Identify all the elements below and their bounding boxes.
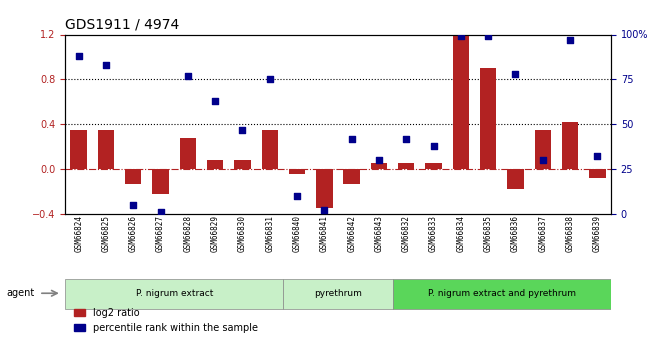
Text: GSM66838: GSM66838 — [566, 215, 575, 252]
Point — [456, 33, 466, 39]
FancyBboxPatch shape — [283, 279, 393, 309]
Text: GSM66828: GSM66828 — [183, 215, 192, 252]
Bar — [562, 122, 578, 169]
Text: P. nigrum extract and pyrethrum: P. nigrum extract and pyrethrum — [428, 289, 576, 298]
Point — [592, 154, 603, 159]
Point — [374, 157, 384, 163]
Bar — [398, 164, 415, 169]
Bar — [343, 169, 360, 184]
Text: GSM66825: GSM66825 — [101, 215, 111, 252]
FancyBboxPatch shape — [393, 279, 611, 309]
Text: GSM66829: GSM66829 — [211, 215, 220, 252]
Text: GSM66835: GSM66835 — [484, 215, 493, 252]
Point — [319, 208, 330, 213]
Text: pyrethrum: pyrethrum — [314, 289, 362, 298]
Point — [483, 33, 493, 39]
Text: GSM66833: GSM66833 — [429, 215, 438, 252]
Text: GSM66841: GSM66841 — [320, 215, 329, 252]
Point — [265, 77, 275, 82]
Point — [346, 136, 357, 141]
Text: agent: agent — [6, 288, 34, 298]
Text: GSM66840: GSM66840 — [292, 215, 302, 252]
Bar — [507, 169, 524, 189]
Bar — [316, 169, 333, 208]
Point — [183, 73, 193, 79]
Point — [510, 71, 521, 77]
Text: GSM66837: GSM66837 — [538, 215, 547, 252]
Bar — [370, 164, 387, 169]
Text: GSM66839: GSM66839 — [593, 215, 602, 252]
Text: GSM66832: GSM66832 — [402, 215, 411, 252]
Text: GSM66843: GSM66843 — [374, 215, 384, 252]
Point — [210, 98, 220, 104]
Bar — [152, 169, 169, 194]
Text: GSM66830: GSM66830 — [238, 215, 247, 252]
Point — [565, 37, 575, 43]
Text: GSM66831: GSM66831 — [265, 215, 274, 252]
Bar — [425, 164, 442, 169]
Bar — [179, 138, 196, 169]
Text: GSM66826: GSM66826 — [129, 215, 138, 252]
FancyBboxPatch shape — [65, 279, 283, 309]
Point — [237, 127, 248, 132]
Point — [292, 193, 302, 199]
Bar — [125, 169, 142, 184]
Text: GSM66836: GSM66836 — [511, 215, 520, 252]
Bar — [261, 130, 278, 169]
Point — [128, 202, 138, 208]
Bar — [289, 169, 306, 174]
Text: P. nigrum extract: P. nigrum extract — [135, 289, 213, 298]
Text: GSM66824: GSM66824 — [74, 215, 83, 252]
Text: GSM66827: GSM66827 — [156, 215, 165, 252]
Bar — [589, 169, 606, 178]
Point — [73, 53, 84, 59]
Text: GSM66834: GSM66834 — [456, 215, 465, 252]
Bar — [70, 130, 87, 169]
Bar — [207, 160, 224, 169]
Text: GDS1911 / 4974: GDS1911 / 4974 — [65, 18, 179, 32]
Point — [428, 143, 439, 148]
Text: GSM66842: GSM66842 — [347, 215, 356, 252]
Point — [401, 136, 411, 141]
Point — [538, 157, 548, 163]
Bar — [234, 160, 251, 169]
Point — [155, 209, 166, 215]
Bar — [534, 130, 551, 169]
Bar — [98, 130, 114, 169]
Point — [101, 62, 111, 68]
Bar — [452, 34, 469, 169]
Bar — [480, 68, 497, 169]
Legend: log2 ratio, percentile rank within the sample: log2 ratio, percentile rank within the s… — [70, 304, 262, 337]
